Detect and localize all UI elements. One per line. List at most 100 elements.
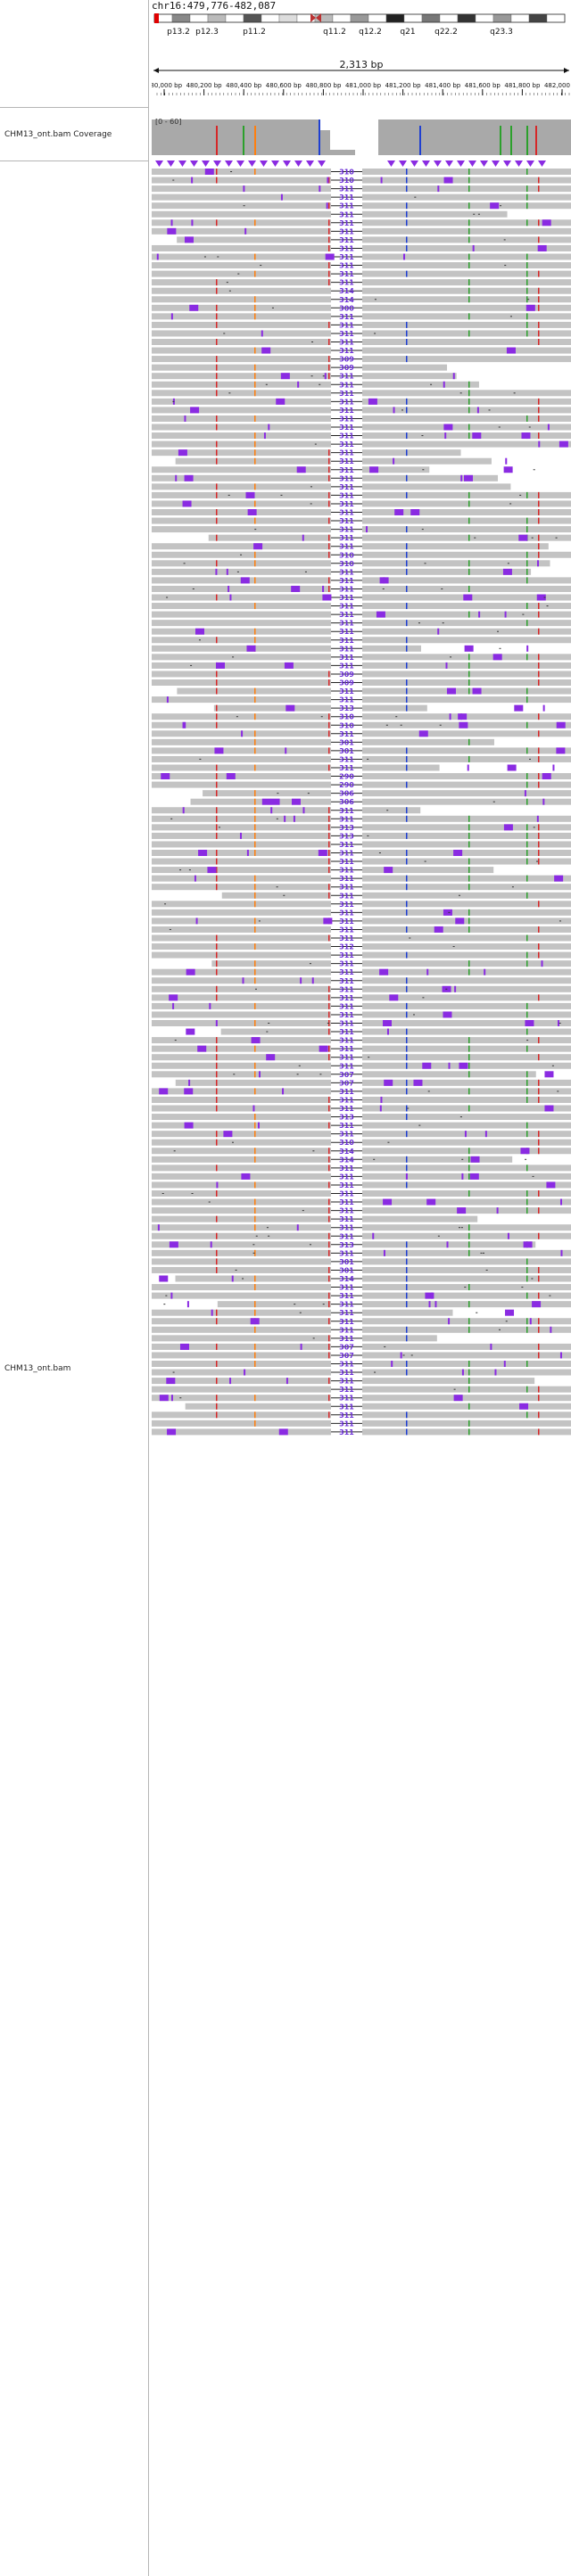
read-left <box>152 1326 331 1333</box>
read-left <box>152 764 331 771</box>
small-deletion-mark <box>461 1158 464 1160</box>
snv-mark <box>468 398 470 405</box>
snv-mark <box>526 330 528 337</box>
snv-mark <box>216 373 218 380</box>
insertion-block <box>523 1241 533 1248</box>
insertion-marker <box>271 160 279 167</box>
snv-mark <box>538 679 540 686</box>
snv-mark <box>468 253 470 260</box>
read-left <box>152 1054 331 1061</box>
deletion-length-label: 311 <box>339 219 354 227</box>
snv-mark <box>254 1420 256 1427</box>
read-right <box>362 1122 571 1129</box>
insertion-block <box>179 1343 189 1350</box>
small-deletion-mark <box>442 622 444 624</box>
small-deletion-mark <box>327 1023 329 1024</box>
snv-mark <box>216 1215 218 1222</box>
deletion-length-label: 311 <box>339 381 354 389</box>
deletion-length-label: 311 <box>339 1190 354 1198</box>
read-left <box>152 875 331 882</box>
small-deletion-mark <box>448 911 451 913</box>
snv-mark <box>216 594 218 601</box>
insertion-block <box>182 500 192 507</box>
snv-mark <box>328 1198 330 1206</box>
small-deletion-mark <box>497 630 500 632</box>
small-deletion-mark <box>522 613 525 615</box>
read-right <box>362 815 571 822</box>
read-right <box>362 884 571 891</box>
snv-mark <box>526 202 528 210</box>
insertion-mark <box>170 1395 173 1402</box>
read-left <box>152 603 331 610</box>
snv-mark <box>254 918 256 925</box>
insertion-mark <box>494 1369 497 1376</box>
snv-mark <box>406 985 408 992</box>
deletion-length-label: 311 <box>339 509 354 517</box>
snv-mark <box>406 1088 408 1095</box>
snv-mark <box>406 850 408 856</box>
snv-mark <box>328 671 330 678</box>
small-deletion-mark <box>536 860 539 862</box>
small-deletion-mark <box>260 265 262 267</box>
deletion-length-label: 307 <box>339 1079 354 1087</box>
small-deletion-mark <box>480 1252 483 1254</box>
snv-mark <box>216 1131 218 1138</box>
snv-mark <box>328 1292 330 1299</box>
snv-mark <box>538 236 540 243</box>
small-deletion-mark <box>421 435 424 437</box>
chromosome-ideogram[interactable]: p13.2 p12.3 p11.2 q11.2 q12.2 q21 q22.2 q23.3 <box>152 13 571 37</box>
snv-mark <box>526 603 528 610</box>
insertion-mark <box>504 611 507 618</box>
snv-mark <box>254 304 256 311</box>
deletion-length-label: 313 <box>339 824 354 832</box>
deletion-length-label: 311 <box>339 407 354 415</box>
snv-mark <box>538 1411 540 1419</box>
snv-mark <box>328 824 330 831</box>
read-right <box>362 764 440 771</box>
snv-mark <box>468 432 470 440</box>
small-deletion-mark <box>243 205 245 207</box>
snv-mark <box>406 1002 408 1009</box>
insertion-block <box>184 474 194 481</box>
snv-mark <box>538 1275 540 1282</box>
insertion-block <box>472 687 482 695</box>
snv-mark <box>328 457 330 465</box>
snv-mark <box>538 662 540 669</box>
read-right <box>362 296 571 303</box>
snv-mark <box>406 901 408 908</box>
snv-mark <box>328 1275 330 1282</box>
snv-mark <box>538 407 540 414</box>
alignment-view[interactable]: [0 - 60]31031031131131131131131131131131… <box>152 115 571 2576</box>
read-left <box>152 994 331 1001</box>
read-right <box>362 960 571 967</box>
snv-mark <box>468 815 470 822</box>
snv-mark <box>526 1266 528 1273</box>
small-deletion-mark <box>488 409 491 411</box>
deletion-length-label: 311 <box>339 909 354 917</box>
coverage-spike <box>319 119 320 155</box>
insertion-marker <box>236 160 244 167</box>
snv-mark <box>468 1284 470 1291</box>
snv-mark <box>468 236 470 243</box>
ideogram-band <box>546 13 566 23</box>
alignment-track-name[interactable]: CHM13_ont.bam <box>4 1364 71 1373</box>
insertion-mark <box>215 568 218 575</box>
snv-mark <box>254 1411 256 1419</box>
read-left <box>152 440 331 448</box>
locus-label[interactable]: chr16:479,776-482,087 <box>152 0 277 12</box>
snv-mark <box>406 1266 408 1273</box>
snv-mark <box>468 755 470 762</box>
coverage-range-label: [0 - 60] <box>155 118 181 126</box>
insertion-mark <box>536 815 539 822</box>
snv-mark <box>328 1378 330 1385</box>
snv-mark <box>468 390 470 397</box>
snv-mark <box>216 687 218 695</box>
insertion-mark <box>302 534 304 541</box>
read-right <box>362 1131 571 1138</box>
coverage-track: [0 - 60] <box>152 115 571 155</box>
coverage-track-name[interactable]: CHM13_ont.bam Coverage <box>4 130 112 139</box>
snv-mark <box>406 1181 408 1189</box>
snv-mark <box>538 551 540 558</box>
ideogram-band <box>421 13 441 23</box>
snv-mark <box>216 934 218 942</box>
